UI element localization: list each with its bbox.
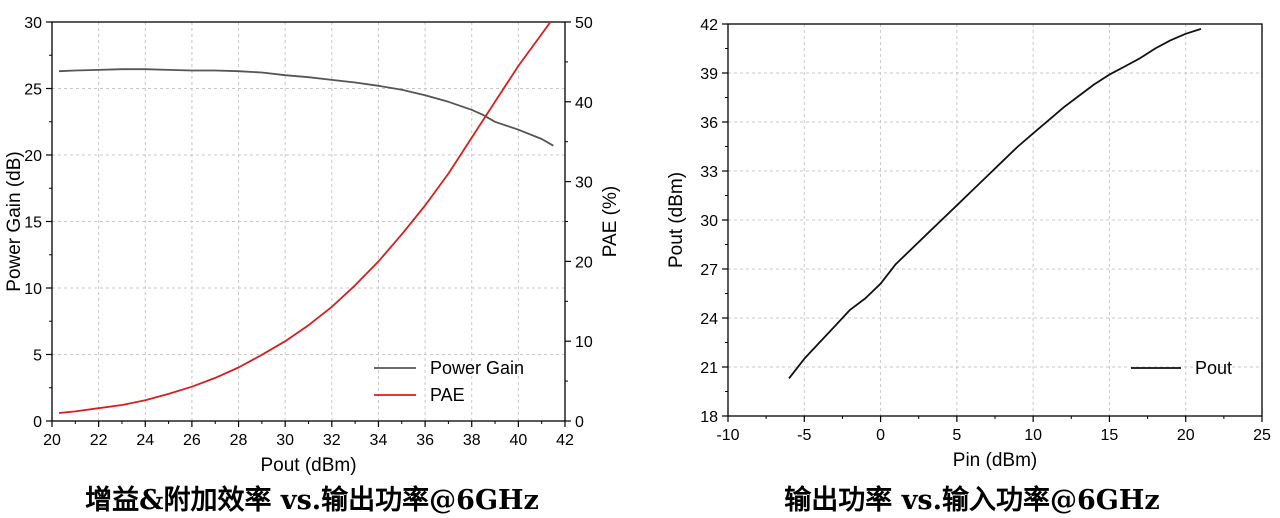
legend-label-power-gain: Power Gain — [430, 358, 524, 378]
x-tick-label: -5 — [797, 427, 811, 444]
y-tick-label: 39 — [700, 66, 718, 83]
x-tick-label: 24 — [136, 432, 154, 449]
legend-label-pout: Pout — [1195, 358, 1232, 378]
legend-label-pae: PAE — [430, 385, 465, 405]
y-tick-label: 15 — [24, 215, 42, 232]
x-tick-label: 20 — [1177, 427, 1195, 444]
y-tick-label: 30 — [700, 213, 718, 230]
y2-tick-label: 10 — [575, 334, 593, 351]
x-tick-label: 40 — [509, 432, 527, 449]
x-tick-label: 42 — [556, 432, 574, 449]
y-tick-label: 24 — [700, 311, 718, 328]
x-tick-label: 0 — [876, 427, 885, 444]
x-tick-label: 15 — [1101, 427, 1119, 444]
x-tick-label: 5 — [952, 427, 961, 444]
y-tick-label: 21 — [700, 360, 718, 377]
series-line-pae — [58, 22, 552, 414]
x-tick-label: 28 — [230, 432, 248, 449]
y-tick-label: 20 — [24, 148, 42, 165]
y-tick-label: 25 — [24, 82, 42, 99]
y-axis-label: Pout (dBm) — [666, 172, 687, 268]
y-tick-label: 42 — [700, 17, 718, 34]
y-tick-label: 30 — [24, 15, 42, 32]
x-axis-label: Pin (dBm) — [953, 450, 1037, 471]
x-tick-label: 30 — [276, 432, 294, 449]
y-tick-label: 5 — [33, 348, 42, 365]
x-tick-label: 32 — [323, 432, 341, 449]
x-tick-label: 38 — [463, 432, 481, 449]
gain-pae-chart: 20 22 24 26 28 30 32 34 36 38 40 420510152025300102… — [4, 15, 621, 476]
series-line-pout — [788, 28, 1202, 379]
y-tick-label: 36 — [700, 115, 718, 132]
x-tick-label: -10 — [716, 427, 739, 444]
series-line-power-gain — [58, 68, 554, 147]
y2-axis-label: PAE (%) — [600, 186, 621, 257]
x-tick-label: 10 — [1024, 427, 1042, 444]
x-tick-label: 22 — [90, 432, 108, 449]
y2-tick-label: 0 — [575, 414, 584, 431]
pout-pin-chart: -10 -5 0 5 10 15 20 25 18 21 24 27 30 33 36 39 42 Pin (dB… — [666, 17, 1271, 471]
x-tick-label: 34 — [370, 432, 388, 449]
y2-tick-label: 40 — [575, 95, 593, 112]
y-tick-label: 0 — [33, 414, 42, 431]
chart-caption-left: 增益&附加效率 vs.输出功率@6GHz — [85, 485, 539, 516]
y-axis-label: Power Gain (dB) — [4, 151, 25, 291]
x-axis-label: Pout (dBm) — [260, 455, 356, 476]
y-tick-label: 33 — [700, 164, 718, 181]
x-tick-label: 36 — [416, 432, 434, 449]
y-tick-label: 27 — [700, 262, 718, 279]
chart-caption-right: 输出功率 vs.输入功率@6GHz — [784, 485, 1160, 516]
y-tick-label: 10 — [24, 281, 42, 298]
x-tick-label: 26 — [183, 432, 201, 449]
x-tick-label: 25 — [1253, 427, 1271, 444]
x-tick-label: 20 — [43, 432, 61, 449]
y2-tick-label: 50 — [575, 15, 593, 32]
y-tick-label: 18 — [700, 409, 718, 426]
y2-tick-label: 20 — [575, 254, 593, 271]
y2-tick-label: 30 — [575, 175, 593, 192]
